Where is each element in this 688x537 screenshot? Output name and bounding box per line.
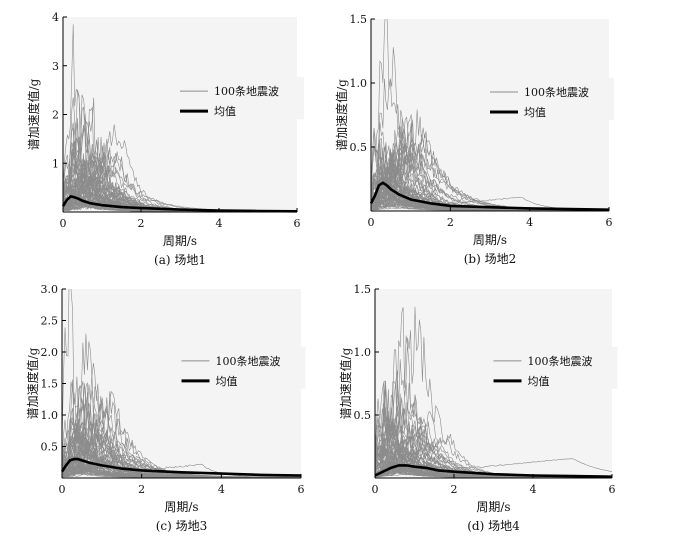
series-mean-line: [61, 194, 298, 213]
legend-label-ground-motions: 100条地震波: [214, 84, 279, 98]
x-tick-label: 2: [447, 216, 454, 229]
x-tick-label: 4: [526, 216, 533, 229]
panel-caption: (b) 场地2: [464, 252, 517, 266]
legend-label-ground-motions: 100条地震波: [216, 354, 281, 368]
x-tick-label: 4: [216, 217, 223, 230]
y-tick-label: 2.0: [41, 346, 59, 359]
ground-motion-line: [62, 465, 301, 478]
x-tick-label: 0: [372, 483, 379, 496]
x-tick-label: 2: [138, 483, 145, 496]
legend-label-ground-motions: 100条地震波: [528, 354, 593, 368]
x-tick-label: 0: [60, 217, 67, 230]
y-tick-label: 1.0: [41, 409, 59, 422]
y-tick-label: 0.5: [41, 441, 59, 454]
x-axis-label: 周期/s: [164, 500, 198, 514]
y-tick-label: 1.5: [350, 13, 368, 26]
legend-label-ground-motions: 100条地震波: [524, 85, 589, 99]
series-ground-motions: [62, 289, 301, 478]
x-tick-label: 0: [368, 216, 375, 229]
y-tick-label: 3: [52, 60, 59, 73]
y-tick-label: 1.0: [350, 77, 368, 90]
x-tick-label: 2: [138, 217, 145, 230]
legend-label-mean: 均值: [524, 106, 546, 119]
series-mean-line: [60, 457, 302, 477]
y-tick-label: 0.5: [350, 141, 368, 154]
y-axis-label: 谱加速度值/g: [26, 78, 41, 150]
chart-panel-3: 0 2 4 6 0.5 1.0 1.5 2.0 2.5 3.0 周期/s 谱加速度值/g (c) 场地3…: [25, 283, 306, 533]
x-tick-label: 4: [530, 483, 537, 496]
y-tick-label: 1.5: [354, 283, 372, 296]
y-tick-label: 1.0: [354, 346, 372, 359]
legend-label-mean: 均值: [528, 375, 550, 388]
x-tick-label: 6: [609, 483, 616, 496]
legend-label-mean: 均值: [214, 105, 236, 118]
y-tick-label: 2: [52, 109, 59, 122]
x-tick-label: 0: [59, 483, 66, 496]
legend-label-mean: 均值: [216, 375, 238, 388]
panel-caption: (d) 场地4: [467, 519, 520, 533]
y-tick-label: 3.0: [41, 283, 59, 296]
y-tick-label: 4: [52, 11, 59, 24]
y-tick-label: 2.5: [41, 315, 59, 328]
y-axis-label: 谱加速度值/g: [338, 347, 353, 419]
x-tick-label: 6: [294, 217, 301, 230]
y-axis-label: 谱加速度值/g: [334, 79, 349, 151]
x-tick-label: 4: [218, 483, 225, 496]
x-axis-label: 周期/s: [473, 233, 507, 247]
x-tick-label: 6: [298, 483, 305, 496]
panel-caption: (a) 场地1: [154, 253, 206, 267]
panel-caption: (c) 场地3: [156, 519, 208, 533]
y-tick-label: 0.5: [354, 409, 372, 422]
x-axis-label: 周期/s: [476, 500, 510, 514]
x-tick-label: 2: [451, 483, 458, 496]
x-tick-label: 6: [606, 216, 613, 229]
series-mean-line: [369, 181, 610, 211]
x-axis-label: 周期/s: [163, 234, 197, 248]
y-tick-label: 1: [52, 157, 59, 170]
y-axis-label: 谱加速度值/g: [25, 347, 40, 419]
y-tick-label: 1.5: [41, 378, 59, 391]
